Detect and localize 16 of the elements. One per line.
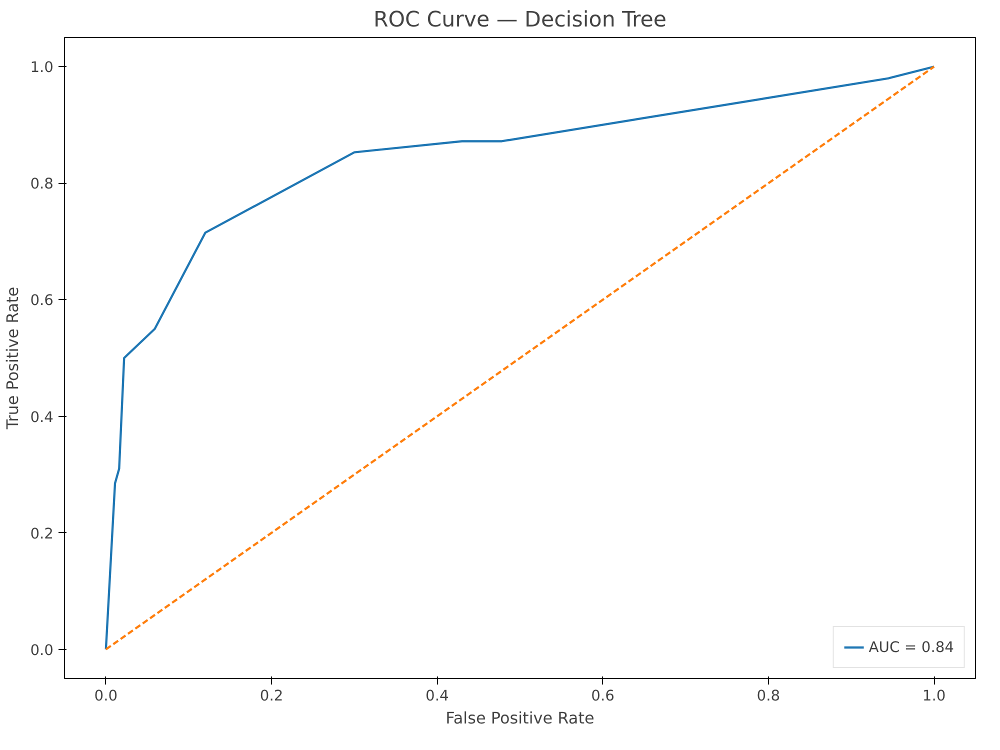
y-tick-label: 0.4 [30, 408, 54, 426]
legend-label: AUC = 0.84 [868, 638, 954, 656]
x-axis-title: False Positive Rate [446, 708, 594, 728]
x-tick-label: 1.0 [922, 688, 946, 704]
x-tick-label: 0.8 [756, 688, 780, 704]
chart-title: ROC Curve — Decision Tree [373, 8, 667, 32]
x-tick-label: 0.2 [260, 688, 284, 704]
y-tick-label: 0.6 [30, 292, 54, 310]
y-tick-label: 1.0 [30, 59, 54, 76]
y-tick-label: 0.8 [30, 176, 54, 193]
y-tick-label: 0.2 [30, 525, 54, 542]
y-axis-title: True Positive Rate [3, 286, 22, 430]
x-tick-label: 0.6 [591, 688, 614, 704]
y-tick-label: 0.0 [30, 642, 54, 659]
x-tick-label: 0.4 [426, 688, 449, 704]
x-tick-label: 0.0 [94, 688, 118, 704]
